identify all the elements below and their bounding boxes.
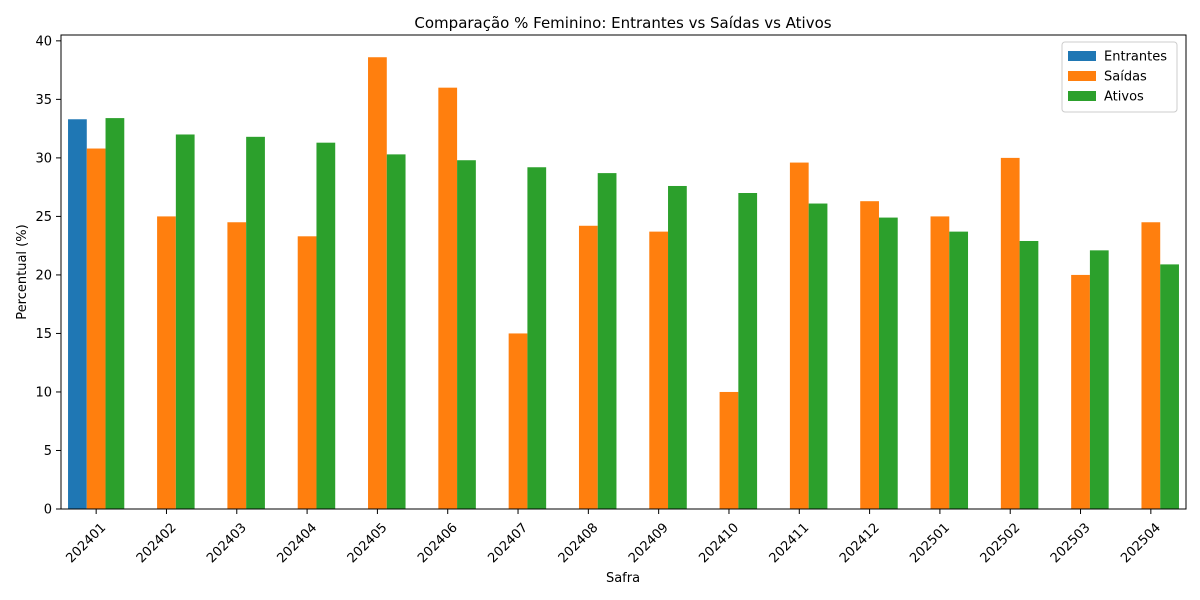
bar-sa-das-202407	[508, 333, 528, 509]
y-axis-label: Percentual (%)	[15, 224, 30, 319]
x-axis-label: Safra	[606, 571, 640, 586]
bar-ativos-202503	[1089, 250, 1109, 509]
bar-ativos-202406	[457, 160, 476, 510]
bar-ativos-202405	[386, 154, 406, 509]
legend-label-ativos: Ativos	[1104, 90, 1144, 105]
legend-swatch-sa-das	[1068, 71, 1096, 81]
bar-sa-das-202402	[157, 216, 176, 509]
bar-ativos-202401	[105, 118, 125, 509]
x-tick-label: 202401	[63, 520, 109, 566]
y-tick-label: 40	[35, 34, 52, 49]
bar-sa-das-202501	[930, 216, 950, 509]
bar-ativos-202402	[175, 134, 195, 509]
x-tick-label: 202503	[1048, 520, 1094, 566]
bar-ativos-202404	[316, 142, 336, 509]
bar-ativos-202408	[597, 173, 617, 509]
bar-ativos-202502	[1019, 240, 1039, 510]
bar-ativos-202501	[949, 231, 969, 509]
y-tick-label: 30	[35, 151, 52, 166]
bar-ativos-202407	[527, 167, 547, 510]
x-tick-label: 202411	[767, 520, 813, 566]
x-tick-label: 202409	[626, 520, 672, 566]
bar-ativos-202412	[878, 217, 898, 510]
x-tick-label: 202412	[837, 520, 883, 566]
bar-sa-das-202401	[86, 148, 106, 509]
y-tick-label: 20	[35, 268, 52, 283]
x-tick-label: 202406	[415, 520, 461, 566]
bar-sa-das-202409	[649, 231, 669, 509]
x-tick-label: 202410	[696, 520, 742, 566]
x-tick-label: 202405	[345, 520, 391, 566]
bar-sa-das-202412	[860, 201, 879, 509]
bars-layer	[68, 57, 1179, 510]
legend-swatch-ativos	[1068, 91, 1096, 101]
x-tick-label: 202402	[134, 520, 180, 566]
x-tick-label: 202407	[485, 520, 531, 566]
x-tick-label: 202408	[556, 520, 602, 566]
y-tick-label: 10	[35, 385, 52, 400]
bar-sa-das-202405	[368, 57, 387, 510]
bar-sa-das-202406	[438, 87, 458, 510]
legend-label-entrantes: Entrantes	[1104, 50, 1167, 65]
y-tick-label: 25	[35, 210, 52, 225]
x-tick-label: 202504	[1118, 520, 1164, 566]
bar-ativos-202411	[808, 203, 828, 510]
bar-ativos-202410	[738, 193, 758, 509]
y-tick-label: 15	[35, 327, 52, 342]
x-tick-label: 202501	[907, 520, 953, 566]
x-tick-label: 202404	[274, 520, 320, 566]
bar-sa-das-202408	[578, 225, 598, 509]
legend: Entrantes Saídas Ativos	[1061, 41, 1178, 113]
x-axis-ticks: 202401 202402 202403 202404 202405 202406 2024…	[63, 509, 1164, 566]
plot-frame	[60, 34, 1187, 510]
bar-ativos-202403	[246, 136, 265, 510]
bar-ativos-202504	[1160, 264, 1179, 509]
bar-sa-das-202403	[227, 222, 247, 509]
bar-entrantes-202401	[68, 119, 87, 510]
chart-title: Comparação % Feminino: Entrantes vs Saíd…	[414, 14, 831, 32]
bar-sa-das-202404	[297, 236, 317, 509]
y-axis-ticks: 0 5 10 15 20 25 30 35 40	[35, 34, 61, 518]
y-tick-label: 0	[44, 503, 52, 518]
legend-label-sa-das: Saídas	[1104, 70, 1147, 85]
bar-sa-das-202410	[719, 391, 739, 509]
x-tick-label: 202502	[978, 520, 1024, 566]
bar-sa-das-202502	[1000, 157, 1020, 509]
bar-sa-das-202504	[1141, 222, 1161, 509]
bar-sa-das-202411	[789, 162, 809, 509]
x-tick-label: 202403	[204, 520, 250, 566]
y-tick-label: 5	[44, 444, 52, 459]
y-tick-label: 35	[35, 93, 52, 108]
bar-sa-das-202503	[1071, 274, 1090, 509]
legend-swatch-entrantes	[1068, 51, 1096, 61]
bar-ativos-202409	[668, 185, 687, 509]
